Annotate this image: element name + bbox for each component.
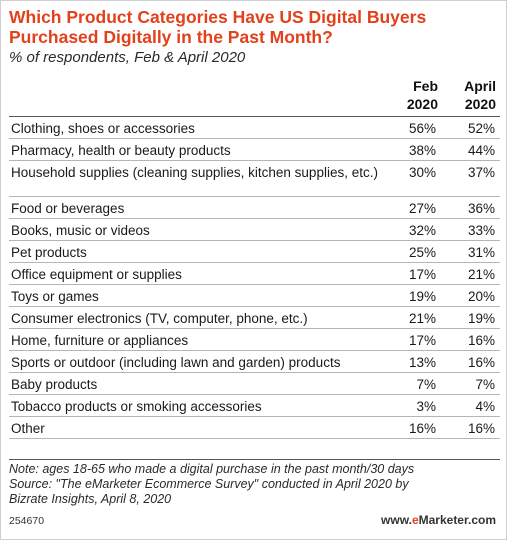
table-row: Office equipment or supplies 17% 21%	[9, 263, 500, 285]
value-feb: 19%	[408, 289, 436, 304]
footer-rule	[9, 459, 500, 460]
value-april: 16%	[467, 355, 495, 370]
value-feb: 17%	[408, 267, 436, 282]
column-header-feb: Feb 2020	[378, 77, 438, 113]
table-row: Pharmacy, health or beauty products 38% 44…	[9, 139, 500, 161]
value-feb: 13%	[408, 355, 436, 370]
table-row: Toys or games 19% 20%	[9, 285, 500, 307]
row-label: Office equipment or supplies	[11, 267, 182, 282]
table-body: Clothing, shoes or accessories 56% 52% Phar…	[9, 117, 500, 439]
table-row: Sports or outdoor (including lawn and ga…	[9, 351, 500, 373]
value-feb: 32%	[408, 223, 436, 238]
row-label: Clothing, shoes or accessories	[11, 121, 195, 136]
value-feb: 25%	[408, 245, 436, 260]
value-april: 19%	[467, 311, 495, 326]
value-feb: 17%	[408, 333, 436, 348]
column-header-april-line1: April	[464, 78, 496, 94]
value-april: 36%	[467, 201, 495, 216]
brand-e: e	[411, 513, 419, 527]
value-april: 52%	[467, 121, 495, 136]
row-label: Baby products	[11, 377, 98, 392]
value-feb: 30%	[408, 165, 436, 180]
chart-id: 254670	[9, 515, 45, 527]
row-label: Books, music or videos	[11, 223, 150, 238]
table-row: Consumer electronics (TV, computer, phon…	[9, 307, 500, 329]
value-april: 7%	[475, 377, 495, 392]
row-label: Food or beverages	[11, 201, 125, 216]
brand-logo: www.eMarketer.com	[381, 513, 496, 527]
value-feb: 16%	[408, 421, 436, 436]
row-label: Pet products	[11, 245, 87, 260]
column-header-april: April 2020	[436, 77, 496, 113]
brand-prefix: www.	[381, 513, 412, 527]
source-line: Source: "The eMarketer Ecommerce Survey"…	[9, 477, 409, 491]
chart-subtitle: % of respondents, Feb & April 2020	[9, 49, 246, 66]
value-feb: 56%	[408, 121, 436, 136]
value-april: 31%	[467, 245, 495, 260]
row-label: Other	[11, 421, 45, 436]
table-row: Other 16% 16%	[9, 417, 500, 439]
row-label: Home, furniture or appliances	[11, 333, 189, 348]
source-note: Note: ages 18-65 who made a digital purc…	[9, 462, 499, 507]
table-row: Household supplies (cleaning supplies, k…	[9, 161, 500, 197]
value-april: 37%	[467, 165, 495, 180]
value-feb: 21%	[408, 311, 436, 326]
brand-rest: Marketer.com	[418, 513, 496, 527]
value-april: 20%	[467, 289, 495, 304]
table-header: Feb 2020 April 2020	[9, 77, 500, 117]
row-label: Tobacco products or smoking accessories	[11, 399, 262, 414]
row-label: Sports or outdoor (including lawn and ga…	[11, 355, 341, 370]
column-header-feb-line2: 2020	[406, 96, 438, 112]
value-feb: 27%	[408, 201, 436, 216]
column-header-feb-line1: Feb	[413, 78, 438, 94]
table-row: Books, music or videos 32% 33%	[9, 219, 500, 241]
value-feb: 38%	[408, 143, 436, 158]
table-row: Home, furniture or appliances 17% 16%	[9, 329, 500, 351]
table-row: Baby products 7% 7%	[9, 373, 500, 395]
value-april: 16%	[467, 421, 495, 436]
column-header-april-line2: 2020	[464, 96, 496, 112]
table-row: Clothing, shoes or accessories 56% 52%	[9, 117, 500, 139]
value-feb: 3%	[416, 399, 436, 414]
source-line-cont: Bizrate Insights, April 8, 2020	[9, 492, 172, 506]
value-april: 4%	[475, 399, 495, 414]
row-label: Toys or games	[11, 289, 99, 304]
chart-title: Which Product Categories Have US Digital…	[9, 7, 427, 47]
value-feb: 7%	[416, 377, 436, 392]
value-april: 44%	[467, 143, 495, 158]
value-april: 16%	[467, 333, 495, 348]
row-label: Pharmacy, health or beauty products	[11, 143, 231, 158]
note-line: Note: ages 18-65 who made a digital purc…	[9, 462, 415, 476]
row-label: Consumer electronics (TV, computer, phon…	[11, 311, 308, 326]
table-row: Tobacco products or smoking accessories 3…	[9, 395, 500, 417]
table-row: Food or beverages 27% 36%	[9, 197, 500, 219]
header-rule	[9, 116, 500, 117]
row-label: Household supplies (cleaning supplies, k…	[11, 165, 378, 180]
value-april: 21%	[467, 267, 495, 282]
value-april: 33%	[467, 223, 495, 238]
table-row: Pet products 25% 31%	[9, 241, 500, 263]
